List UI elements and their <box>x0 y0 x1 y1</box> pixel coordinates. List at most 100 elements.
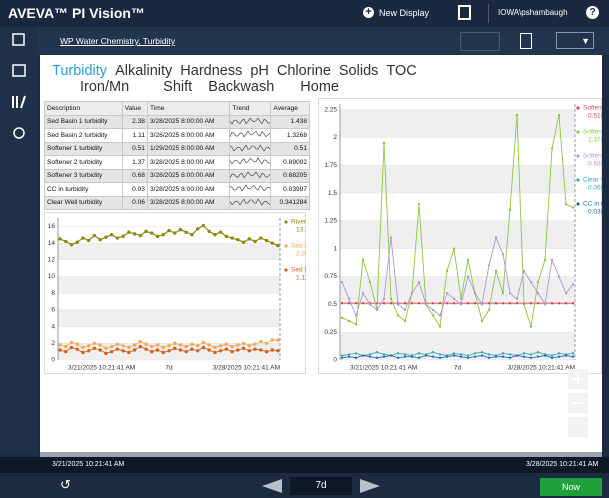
data-point <box>501 352 505 355</box>
duration[interactable]: 7d <box>290 477 352 495</box>
data-point <box>389 236 393 239</box>
table-cell: CC in turbidity <box>44 182 123 197</box>
data-point <box>247 344 252 348</box>
data-point <box>501 302 505 305</box>
time-bar: 3/21/2025 10:21:41 AM 3/28/2025 10:21:41… <box>0 457 609 473</box>
data-point <box>522 352 526 355</box>
data-point <box>224 347 229 351</box>
sparkline-path <box>230 184 271 192</box>
table-cell: 0.51 <box>270 141 310 156</box>
y-tick-label: 0.25 <box>324 329 337 336</box>
icon-symbols[interactable] <box>12 64 26 77</box>
data-point <box>438 325 442 328</box>
grid-band <box>340 276 575 305</box>
sparkline <box>230 198 271 206</box>
back-arrow[interactable] <box>262 479 282 493</box>
scrollbar[interactable] <box>40 452 602 457</box>
legend-name: Sed Basin 2 turbidity <box>291 267 306 274</box>
user-name[interactable]: IOWA\pshambaugh <box>498 8 568 17</box>
y-tick-label: 6 <box>51 307 55 314</box>
data-point <box>259 236 263 240</box>
data-point <box>354 356 358 359</box>
series-line <box>341 115 574 328</box>
data-point <box>571 355 575 358</box>
data-point <box>487 353 491 356</box>
nav-link[interactable]: Turbidity <box>52 63 108 79</box>
data-point <box>445 302 449 305</box>
help[interactable]: ? <box>586 6 599 19</box>
sparkline <box>230 157 271 165</box>
table-cell: 3/28/2025 8:00:00 AM <box>146 155 231 170</box>
data-point <box>522 269 526 273</box>
data-point <box>361 292 365 295</box>
data-point <box>224 342 229 346</box>
data-point <box>167 228 171 233</box>
data-point <box>138 339 143 344</box>
nav-link[interactable]: Alkalinity <box>115 63 173 79</box>
kiosk-icon[interactable] <box>458 5 471 20</box>
icon-events[interactable] <box>13 127 25 139</box>
data-point <box>529 356 533 359</box>
display-name[interactable]: WP Water Chemistry, Turbidity <box>60 36 176 46</box>
data-point <box>368 355 372 358</box>
save-menu[interactable]: ▼ <box>556 32 594 49</box>
table-cell: Softener 3 turbidity <box>44 168 123 183</box>
new-display[interactable]: New Display <box>379 8 430 18</box>
icon-cube[interactable] <box>12 33 25 46</box>
data-point <box>417 352 421 355</box>
data-point <box>445 355 449 358</box>
legend-marker <box>284 244 288 248</box>
now-button[interactable]: Now <box>540 478 602 496</box>
data-point <box>201 340 206 345</box>
data-point <box>150 231 154 235</box>
nav-link[interactable]: Hardness <box>180 63 243 79</box>
table-cell: 1.37 <box>121 155 148 170</box>
data-point <box>115 347 120 351</box>
product-name: AVEVA™ PI Vision™ <box>8 5 145 21</box>
data-point <box>138 344 143 349</box>
data-point <box>543 258 547 262</box>
legend-name: Softene <box>583 153 602 160</box>
nav-link[interactable]: Shift <box>163 79 193 95</box>
zoom-reset[interactable] <box>568 417 588 437</box>
data-point <box>121 344 125 348</box>
grid-band <box>58 276 280 294</box>
new-display-icon[interactable]: + <box>363 7 374 18</box>
data-point <box>431 308 435 312</box>
data-point <box>178 343 183 347</box>
nav-link[interactable]: Home <box>300 79 339 95</box>
legend-marker <box>576 130 580 134</box>
nav-link[interactable]: TOC <box>386 63 417 79</box>
data-point <box>173 346 177 351</box>
sparkline-path <box>230 157 271 165</box>
data-point <box>480 303 484 306</box>
notes-button[interactable] <box>520 33 532 49</box>
data-point <box>452 302 456 305</box>
nav-link[interactable]: Chlorine <box>276 63 331 79</box>
nav-link[interactable]: pH <box>250 63 269 79</box>
start-time[interactable]: 3/21/2025 10:21:41 AM <box>52 461 125 468</box>
table-row: Sed Basin 1 turbidity 2.38 3/28/2025 8:00:… <box>44 114 310 129</box>
nav-link[interactable]: Backwash <box>208 79 275 95</box>
y-tick-label: 0 <box>333 357 337 364</box>
data-point <box>494 236 498 239</box>
trend-button[interactable] <box>460 32 500 51</box>
end-time[interactable]: 3/28/2025 10:21:41 AM <box>526 461 599 468</box>
sparkline <box>230 117 271 125</box>
icon-library[interactable] <box>12 95 26 109</box>
header-row: Description Value Time Trend Average <box>44 101 310 116</box>
data-point <box>515 354 519 357</box>
refresh[interactable]: ↺ <box>60 477 71 492</box>
table-cell: 0.03 <box>121 182 148 197</box>
nav-link[interactable]: Iron/Mn <box>80 79 130 95</box>
data-point <box>207 343 211 347</box>
table-row: Softener 2 turbidity 1.37 3/28/2025 8:00:0… <box>44 155 310 170</box>
summary-table: Description Value Time Trend Average Sed Basi… <box>44 101 310 210</box>
data-point <box>487 264 491 267</box>
nav-link[interactable]: Solids <box>338 63 379 79</box>
data-point <box>138 233 143 238</box>
data-point <box>264 238 269 243</box>
data-point <box>259 339 263 344</box>
forward-arrow[interactable] <box>360 479 380 493</box>
